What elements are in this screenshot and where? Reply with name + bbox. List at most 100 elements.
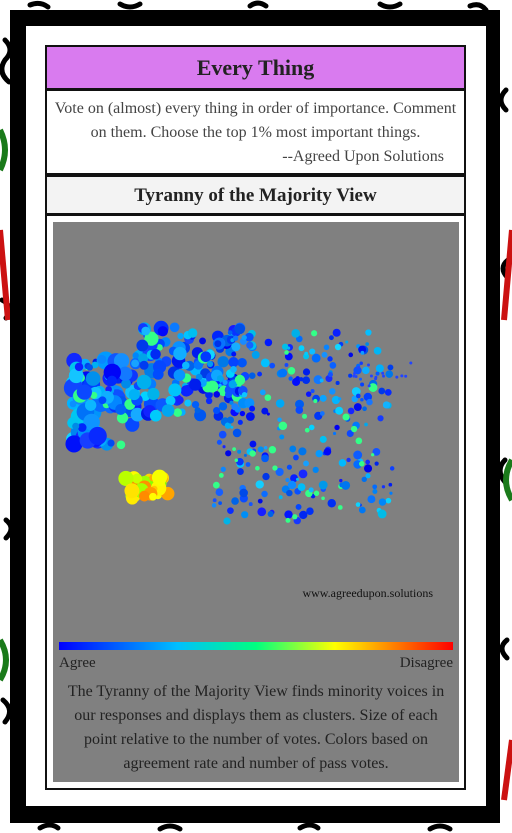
cluster-point [365,459,371,465]
cluster-point [337,505,343,510]
cluster-point [255,480,264,489]
cluster-point [234,458,239,463]
cluster-point [275,467,284,477]
cluster-point [371,453,375,457]
cluster-point [369,374,373,378]
cluster-point [365,342,369,346]
cluster-point [224,422,232,429]
cluster-point [400,374,404,378]
color-bar [59,642,453,650]
cluster-point [286,489,293,497]
cluster-point [298,345,305,352]
cluster-point [377,415,384,422]
cluster-point [404,374,408,378]
cluster-point [323,447,332,456]
cluster-point [409,361,413,365]
cluster-point [130,407,145,422]
cluster-point [103,363,121,382]
cluster-point [272,465,278,471]
cluster-point [229,400,234,405]
cluster-point [378,387,386,395]
cluster-point [241,392,248,398]
cluster-plot: www.agreedupon.solutions Agree Disagree … [53,222,459,782]
cluster-point [173,346,187,361]
cluster-point [382,374,386,378]
cluster-point [384,388,392,396]
cluster-point [338,397,342,401]
cluster-point [121,378,131,389]
cluster-point [141,326,151,336]
cluster-point [302,376,311,384]
cluster-point [319,435,327,443]
cluster-point [237,419,243,425]
cluster-point [261,454,269,463]
cluster-point [169,322,180,333]
cluster-point [360,382,365,387]
cluster-point [232,447,236,452]
cluster-point [156,344,163,351]
cluster-point [378,498,387,506]
cluster-point [367,384,371,388]
cluster-point [149,492,157,501]
cluster-point [286,464,292,470]
cluster-point [372,448,381,456]
cluster-point [352,374,356,378]
cluster-point [331,395,341,405]
cluster-point [168,383,182,397]
cluster-point [91,361,99,369]
cluster-point [389,491,393,495]
cluster-point [350,425,358,433]
cluster-point [176,396,184,404]
cluster-point [234,323,246,335]
legend-low: Agree [59,655,96,671]
cluster-point [308,424,315,431]
cluster-point [106,375,117,386]
cluster-point [304,351,309,356]
cluster-point [306,507,314,515]
description-box: Vote on (almost) every thing in order of… [45,89,466,175]
cluster-point [354,375,358,379]
cluster-point [327,371,334,378]
cluster-point [387,364,394,371]
cluster-point [182,361,190,370]
cluster-point [231,497,239,505]
cluster-point [136,374,152,390]
cluster-point [289,445,297,453]
cluster-point [199,337,206,345]
cluster-point [295,399,304,409]
cluster-point [362,366,370,375]
cluster-point [77,423,87,432]
cluster-point [348,352,354,358]
cluster-point [222,379,228,386]
cluster-point [284,510,293,519]
cluster-point [364,464,373,473]
cluster-point [339,478,343,483]
cluster-point [334,424,340,431]
cluster-point [116,412,129,424]
cluster-point [374,377,378,381]
cluster-point [311,353,321,363]
cluster-point [212,498,217,503]
cluster-point [368,383,378,392]
cluster-point [195,373,203,381]
cluster-point [299,377,304,382]
cluster-point [329,388,336,395]
cluster-point [319,378,324,383]
cluster-point [362,406,367,412]
watermark: www.agreedupon.solutions [302,586,433,600]
cluster-point [302,368,311,376]
cluster-point [315,449,323,458]
cluster-point [299,510,308,520]
cluster-point [215,488,224,497]
cluster-point [374,461,379,466]
cluster-point [237,468,244,475]
cluster-point [249,405,256,412]
cluster-point [313,375,323,385]
cluster-point [191,400,200,409]
cluster-point [268,445,277,454]
cluster-point [310,389,315,394]
cluster-point [385,497,392,504]
cluster-point [342,413,350,421]
cluster-point [287,366,296,375]
cluster-point [277,417,282,422]
